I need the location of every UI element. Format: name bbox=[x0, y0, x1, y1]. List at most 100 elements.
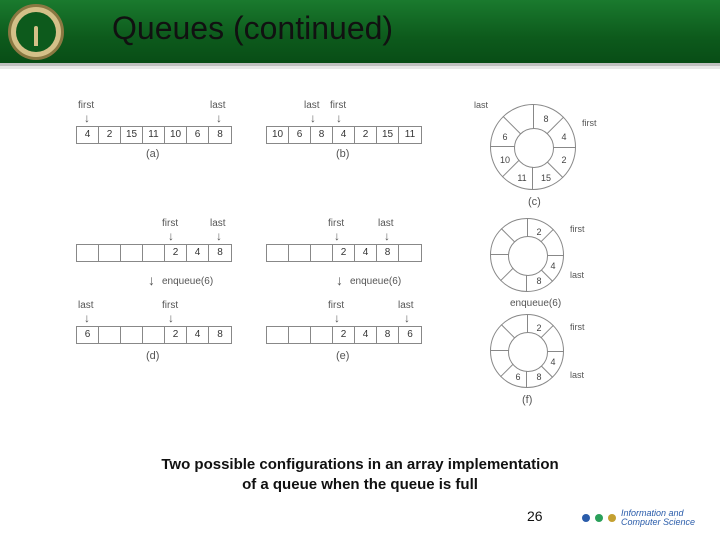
cell: 15 bbox=[377, 127, 399, 143]
cval: 4 bbox=[561, 132, 566, 142]
arrow-down-icon: ↓ bbox=[84, 111, 90, 125]
arrow-down-icon: ↓ bbox=[148, 272, 155, 288]
cell: 4 bbox=[355, 245, 377, 261]
panel-f-first-label: first bbox=[570, 224, 585, 234]
panel-f-bot-circle: 2 4 8 6 bbox=[490, 314, 564, 388]
panel-f-last2: last bbox=[570, 370, 584, 380]
page-number: 26 bbox=[527, 508, 543, 524]
cval: 2 bbox=[536, 323, 541, 333]
caption-text: Two possible configurations in an array … bbox=[161, 456, 558, 493]
cell: 6 bbox=[399, 327, 421, 343]
cell: 4 bbox=[333, 127, 355, 143]
cell bbox=[267, 245, 289, 261]
footer-text: Information and Computer Science bbox=[621, 509, 695, 528]
cell: 8 bbox=[209, 245, 231, 261]
cval: 4 bbox=[550, 357, 555, 367]
panel-e-label: (e) bbox=[336, 350, 349, 362]
arrow-down-icon: ↓ bbox=[310, 111, 316, 125]
panel-f-first2: first bbox=[570, 322, 585, 332]
panel-d-first2: first bbox=[162, 300, 178, 311]
cval: 2 bbox=[561, 155, 566, 165]
panel-f-enqueue: enqueue(6) bbox=[510, 298, 561, 309]
panel-d-enqueue: enqueue(6) bbox=[162, 276, 213, 287]
panel-b-last-label: last bbox=[304, 100, 320, 111]
cell: 10 bbox=[165, 127, 187, 143]
arrow-down-icon: ↓ bbox=[334, 229, 340, 243]
cell: 8 bbox=[311, 127, 333, 143]
arrow-down-icon: ↓ bbox=[216, 111, 222, 125]
cell: 11 bbox=[399, 127, 421, 143]
cell: 2 bbox=[99, 127, 121, 143]
panel-d-last-label: last bbox=[210, 218, 226, 229]
cell: 8 bbox=[209, 127, 231, 143]
cell bbox=[143, 245, 165, 261]
panel-d-bot-array: 6 2 4 8 bbox=[76, 326, 232, 344]
cell: 2 bbox=[165, 245, 187, 261]
cell bbox=[311, 327, 333, 343]
cell bbox=[289, 327, 311, 343]
cell: 8 bbox=[377, 245, 399, 261]
panel-e-last-label: last bbox=[378, 218, 394, 229]
dot-icon bbox=[608, 514, 616, 522]
panel-b-array: 10 6 8 4 2 15 11 bbox=[266, 126, 422, 144]
arrow-down-icon: ↓ bbox=[84, 311, 90, 325]
cell bbox=[77, 245, 99, 261]
panel-c-last-label: last bbox=[474, 100, 488, 110]
cval: 8 bbox=[536, 372, 541, 382]
cell: 2 bbox=[165, 327, 187, 343]
cval: 15 bbox=[541, 173, 551, 183]
cell bbox=[289, 245, 311, 261]
figure-area: first ↓ last ↓ 4 2 15 11 10 6 8 (a) last… bbox=[70, 100, 650, 420]
cell: 4 bbox=[187, 327, 209, 343]
arrow-down-icon: ↓ bbox=[216, 229, 222, 243]
panel-e-first-label: first bbox=[328, 218, 344, 229]
cval: 11 bbox=[517, 173, 526, 183]
panel-e-enqueue: enqueue(6) bbox=[350, 276, 401, 287]
panel-f-top-circle: 2 4 8 bbox=[490, 218, 564, 292]
panel-c-circle: 8 4 2 15 11 10 6 bbox=[490, 104, 576, 190]
footer-logo: Information and Computer Science bbox=[582, 504, 710, 532]
dot-icon bbox=[582, 514, 590, 522]
cell bbox=[99, 327, 121, 343]
panel-d-top-array: 2 4 8 bbox=[76, 244, 232, 262]
cell: 8 bbox=[377, 327, 399, 343]
cval: 6 bbox=[502, 132, 507, 142]
cell: 6 bbox=[187, 127, 209, 143]
arrow-down-icon: ↓ bbox=[168, 229, 174, 243]
panel-f-label: (f) bbox=[522, 394, 532, 406]
cell bbox=[399, 245, 421, 261]
cell: 4 bbox=[77, 127, 99, 143]
slide-title: Queues (continued) bbox=[112, 10, 393, 47]
cval: 8 bbox=[536, 276, 541, 286]
cell: 10 bbox=[267, 127, 289, 143]
logo-inner-icon bbox=[16, 12, 56, 52]
cval: 2 bbox=[536, 227, 541, 237]
arrow-down-icon: ↓ bbox=[168, 311, 174, 325]
dot-icon bbox=[595, 514, 603, 522]
cell bbox=[143, 327, 165, 343]
slide-header: Queues (continued) bbox=[0, 0, 720, 66]
cell: 2 bbox=[333, 327, 355, 343]
cell bbox=[267, 327, 289, 343]
panel-c-label: (c) bbox=[528, 196, 541, 208]
arrow-down-icon: ↓ bbox=[336, 111, 342, 125]
cell bbox=[99, 245, 121, 261]
cell bbox=[121, 245, 143, 261]
panel-d-last2: last bbox=[78, 300, 94, 311]
panel-d-label: (d) bbox=[146, 350, 159, 362]
panel-b-first-label: first bbox=[330, 100, 346, 111]
panel-e-top-array: 2 4 8 bbox=[266, 244, 422, 262]
footer-line2: Computer Science bbox=[621, 518, 695, 527]
panel-e-bot-array: 2 4 8 6 bbox=[266, 326, 422, 344]
cell bbox=[311, 245, 333, 261]
arrow-down-icon: ↓ bbox=[336, 272, 343, 288]
panel-a-label: (a) bbox=[146, 148, 159, 160]
panel-e-last2: last bbox=[398, 300, 414, 311]
panel-a-last-label: last bbox=[210, 100, 226, 111]
cell: 15 bbox=[121, 127, 143, 143]
arrow-down-icon: ↓ bbox=[384, 229, 390, 243]
cell: 4 bbox=[187, 245, 209, 261]
panel-e-first2: first bbox=[328, 300, 344, 311]
cell: 6 bbox=[77, 327, 99, 343]
panel-a-first-label: first bbox=[78, 100, 94, 111]
